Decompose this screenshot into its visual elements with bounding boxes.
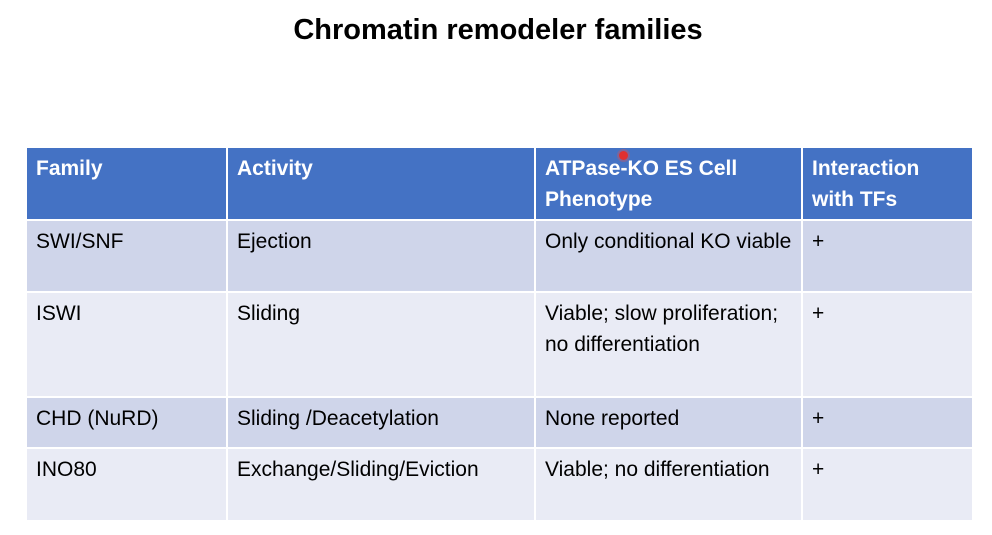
laser-pointer-icon [619, 151, 628, 160]
cell-phenotype: Only conditional KO viable [534, 219, 803, 293]
column-header-interaction: Interaction with TFs [801, 146, 974, 221]
cell-activity: Exchange/Sliding/Eviction [226, 447, 536, 522]
cell-activity: Sliding [226, 291, 536, 398]
table-header-row: Family Activity ATPase-KO ES Cell Phenot… [25, 146, 974, 221]
cell-interaction: + [801, 219, 974, 293]
column-header-family: Family [25, 146, 228, 221]
cell-family: ISWI [25, 291, 228, 398]
cell-phenotype: Viable; no differentiation [534, 447, 803, 522]
column-header-phenotype: ATPase-KO ES Cell Phenotype [534, 146, 803, 221]
table-row: SWI/SNF Ejection Only conditional KO via… [25, 219, 974, 293]
slide-title: Chromatin remodeler families [293, 14, 703, 46]
remodeler-families-table: Family Activity ATPase-KO ES Cell Phenot… [25, 146, 974, 522]
cell-phenotype: Viable; slow proliferation; no different… [534, 291, 803, 398]
cell-activity: Sliding /Deacetylation [226, 396, 536, 449]
cell-family: INO80 [25, 447, 228, 522]
cell-interaction: + [801, 447, 974, 522]
cell-interaction: + [801, 396, 974, 449]
column-header-activity: Activity [226, 146, 536, 221]
cell-family: CHD (NuRD) [25, 396, 228, 449]
cell-family: SWI/SNF [25, 219, 228, 293]
cell-interaction: + [801, 291, 974, 398]
cell-phenotype: None reported [534, 396, 803, 449]
cell-activity: Ejection [226, 219, 536, 293]
table-row: ISWI Sliding Viable; slow proliferation;… [25, 291, 974, 398]
table-row: CHD (NuRD) Sliding /Deacetylation None r… [25, 396, 974, 449]
table-row: INO80 Exchange/Sliding/Eviction Viable; … [25, 447, 974, 522]
